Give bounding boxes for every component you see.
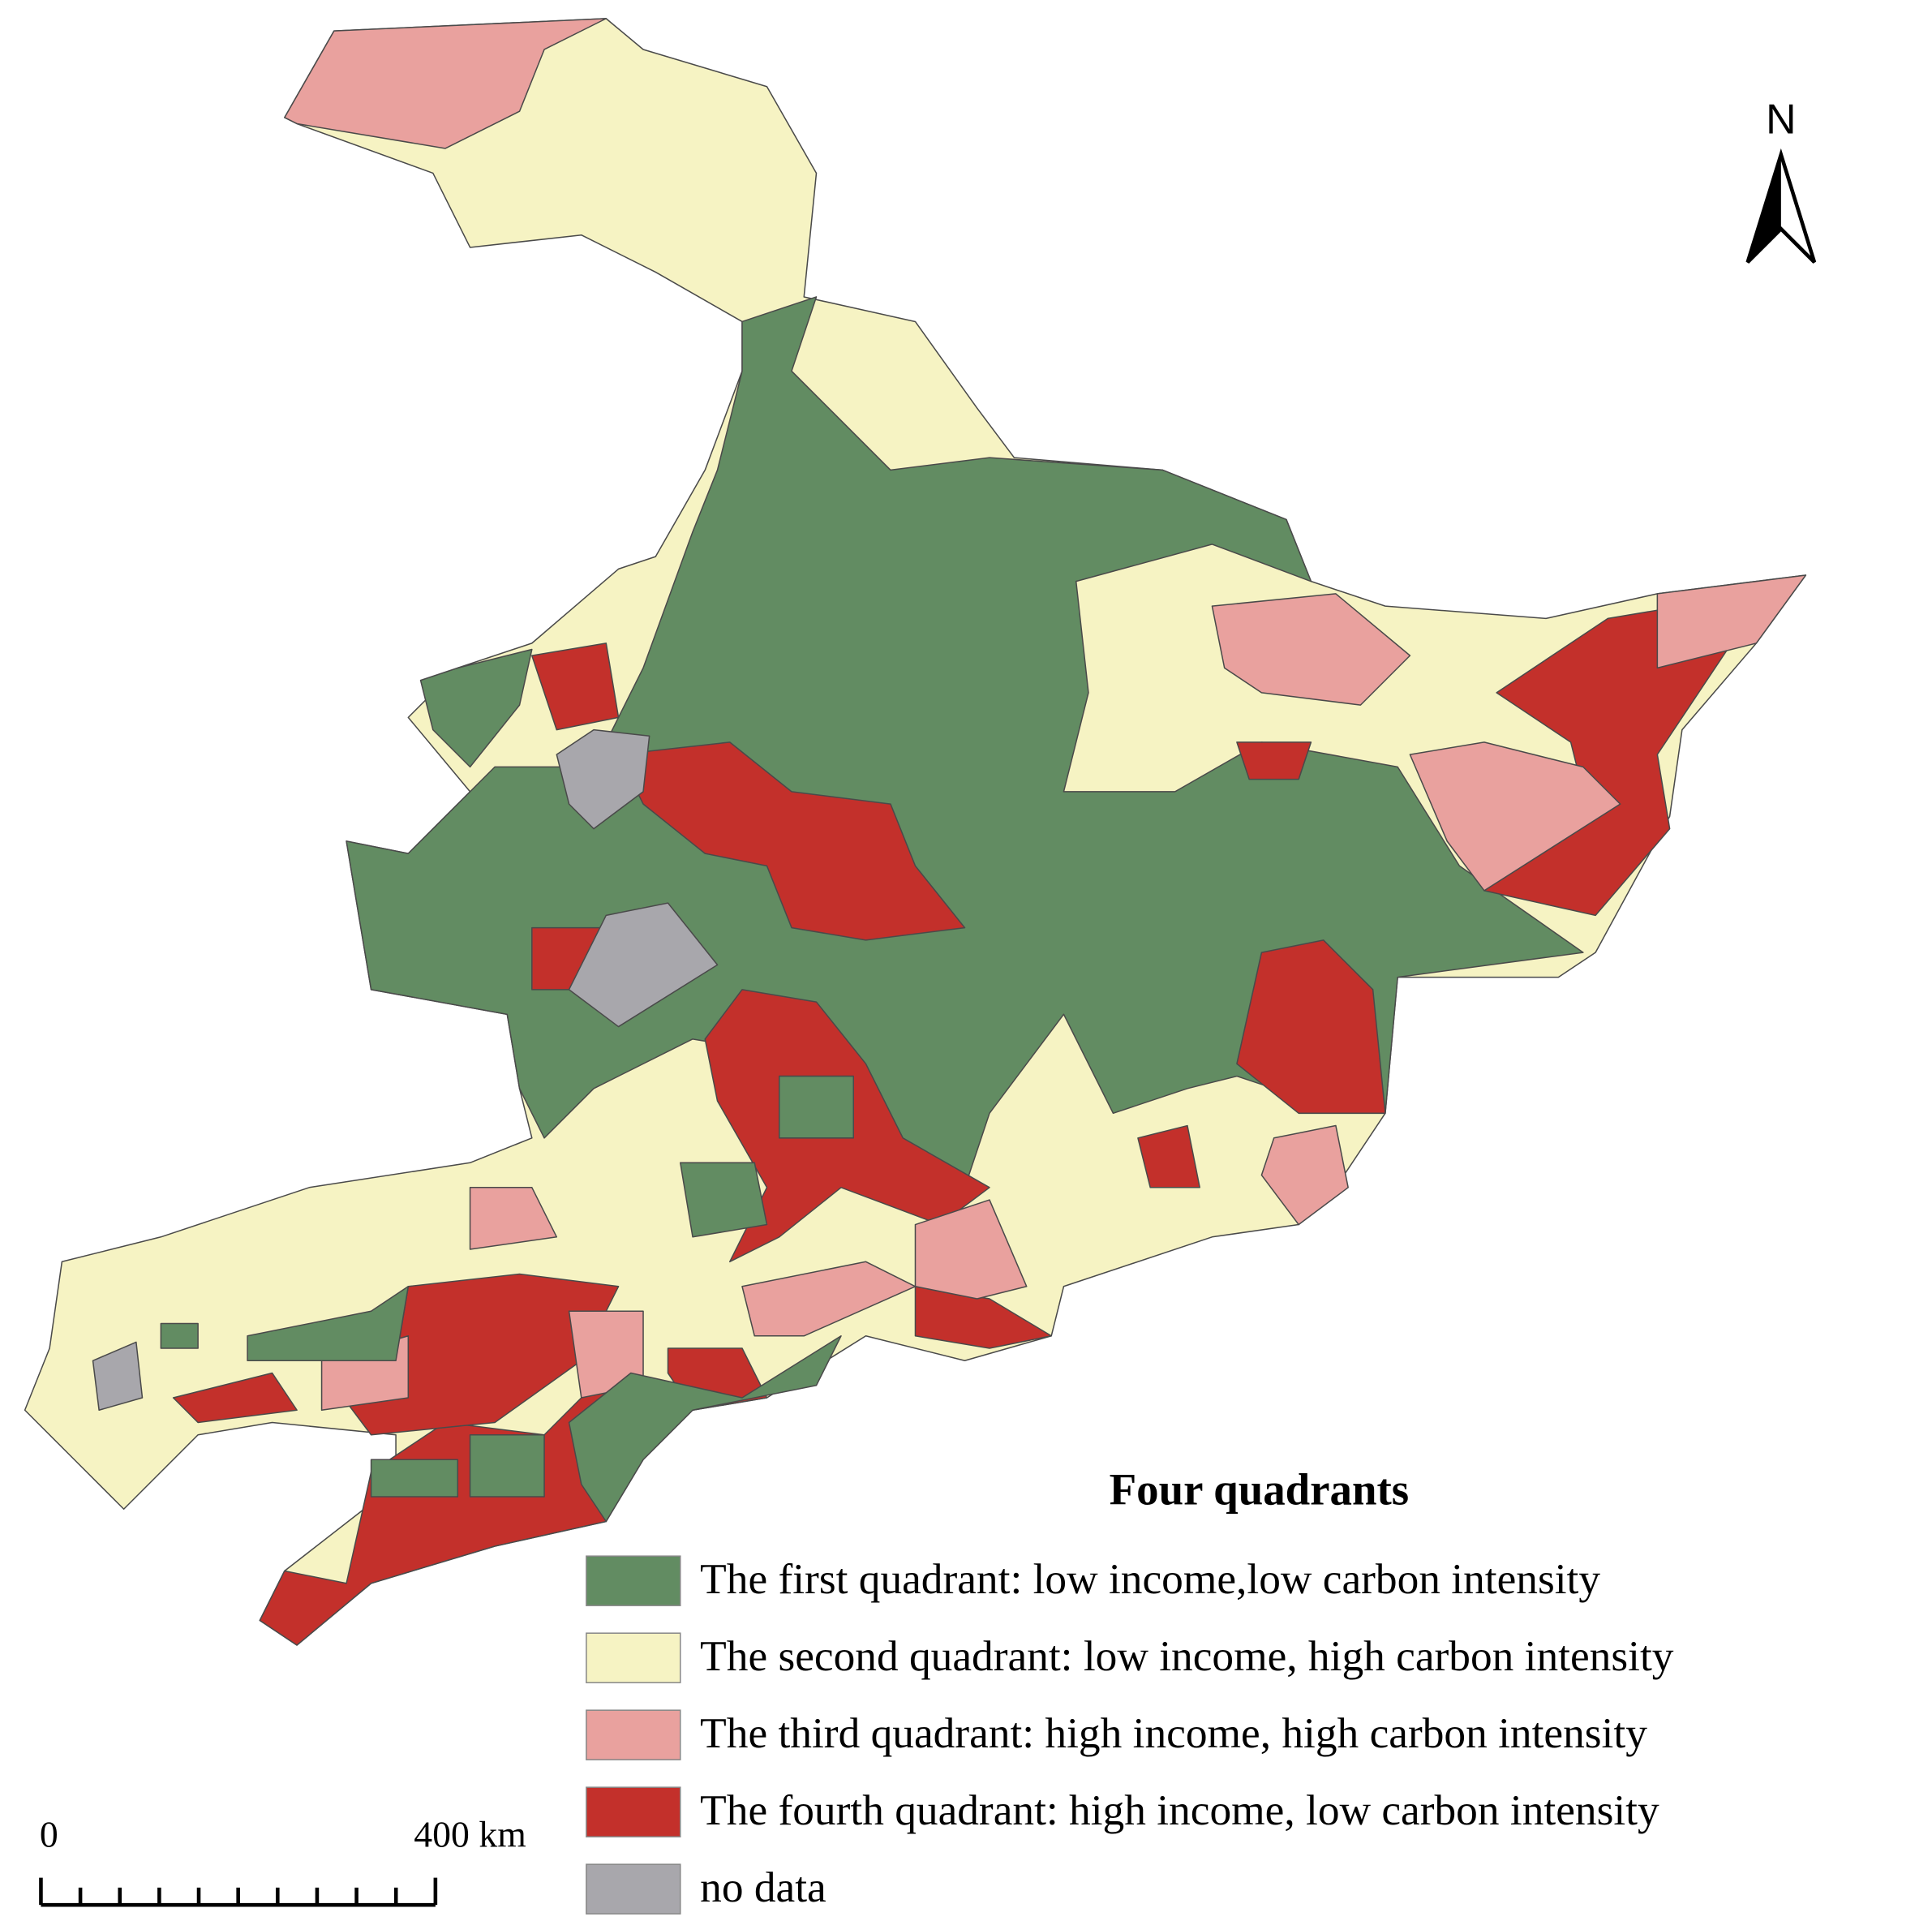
legend-title: Four quadrants <box>1110 1465 1410 1515</box>
region <box>1236 939 1386 1115</box>
region <box>778 1075 855 1139</box>
legend-swatch <box>586 1786 681 1837</box>
region <box>469 1433 545 1498</box>
region <box>1260 1124 1349 1226</box>
legend-swatch <box>586 1709 681 1760</box>
region <box>469 1187 558 1250</box>
legend-label: The third quadrant: high income, high ca… <box>700 1708 1647 1757</box>
region <box>1236 741 1312 780</box>
legend-label: no data <box>700 1863 826 1911</box>
region <box>568 1335 842 1523</box>
region <box>531 642 620 731</box>
region <box>92 1341 144 1412</box>
region <box>247 1286 410 1362</box>
region <box>284 18 608 149</box>
scale-label: 400 km <box>414 1813 526 1854</box>
scale-label: 0 <box>40 1813 58 1854</box>
legend-label: The second quadrant: low income, high ca… <box>700 1631 1674 1680</box>
legend-swatch <box>586 1632 681 1683</box>
legend-swatch <box>586 1555 681 1606</box>
region <box>172 1372 298 1424</box>
region <box>1656 574 1807 669</box>
region <box>568 902 719 1028</box>
region <box>1211 593 1411 706</box>
region <box>741 1261 917 1337</box>
region <box>680 1162 768 1238</box>
region <box>1409 741 1621 892</box>
region <box>160 1322 199 1349</box>
region <box>1137 1124 1200 1188</box>
region <box>617 741 966 941</box>
region-layer <box>24 18 1807 1646</box>
legend-label: The first quadrant: low income,low carbo… <box>700 1554 1600 1603</box>
scale-bar <box>39 1877 438 1907</box>
legend-swatch <box>586 1863 681 1915</box>
north-label: N <box>1766 96 1796 143</box>
region <box>914 1199 1028 1300</box>
region <box>556 728 650 830</box>
legend-label: The fourth quadrant: high income, low ca… <box>700 1786 1659 1834</box>
region <box>370 1459 459 1498</box>
region <box>419 648 533 768</box>
legend: The first quadrant: low income,low carbo… <box>586 1554 1674 1915</box>
